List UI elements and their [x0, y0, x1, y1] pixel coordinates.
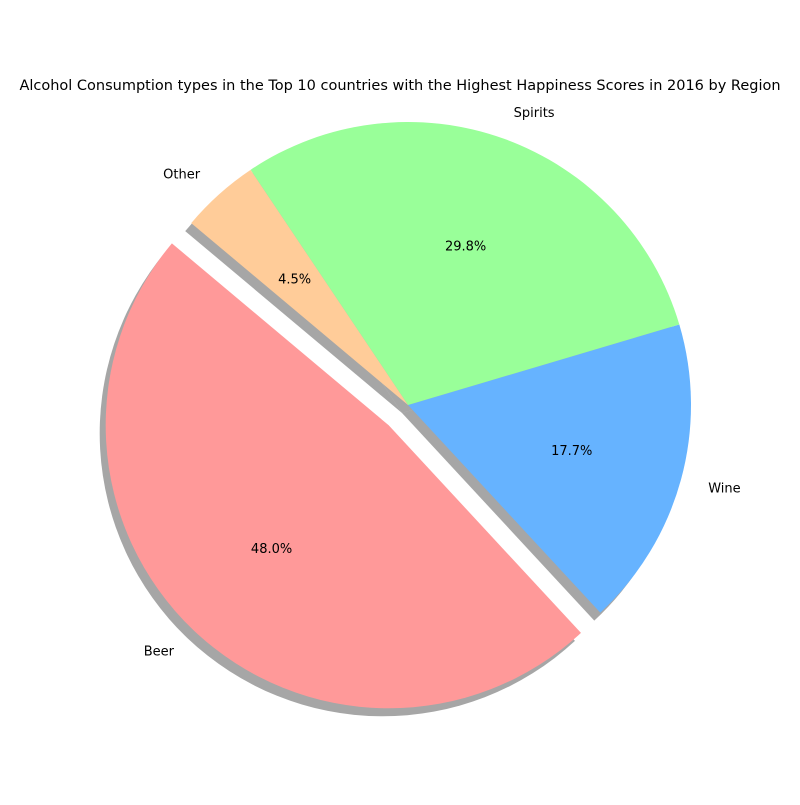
pie-slice-beer	[105, 243, 581, 709]
pie-slice-wine	[408, 324, 692, 613]
pie-slice-spirits	[250, 122, 680, 405]
slice-label-spirits: Spirits	[514, 106, 555, 121]
pie-slice-other	[191, 169, 408, 405]
slice-label-other: Other	[163, 167, 201, 182]
slice-layer	[105, 122, 692, 709]
chart-title: Alcohol Consumption types in the Top 10 …	[19, 78, 780, 94]
slice-label-beer: Beer	[144, 645, 175, 660]
percent-label-spirits: 29.8%	[445, 239, 486, 254]
percent-label-beer: 48.0%	[251, 542, 292, 557]
percent-label-wine: 17.7%	[551, 444, 592, 459]
label-layer: Beer 48.0% Wine 17.7% Spirits 29.8% Other 4.5%	[144, 106, 741, 660]
percent-label-other: 4.5%	[278, 273, 311, 288]
slice-label-wine: Wine	[708, 481, 740, 496]
